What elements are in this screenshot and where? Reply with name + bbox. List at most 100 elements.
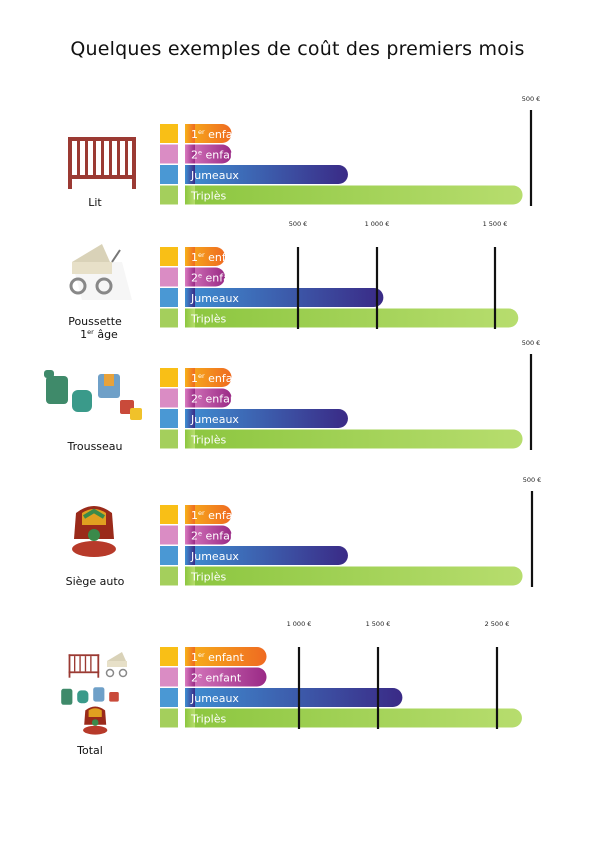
bar-second (185, 144, 232, 164)
bar-end-second (185, 525, 195, 545)
series-swatch-first (160, 124, 178, 143)
bar-twins (185, 409, 348, 428)
category-label-poussette-age: 1er âge (80, 328, 118, 341)
bar-end-triplets (185, 708, 195, 728)
bar-triplets (185, 429, 523, 449)
crib-icon (68, 137, 136, 189)
series-swatch-triplets (160, 308, 178, 328)
bar-label-twins: Jumeaux (190, 292, 239, 305)
series-swatch-twins (160, 165, 178, 184)
chart-siege: 1er enfant 2e enfant Jumeaux Triplès 500 € (160, 476, 541, 587)
bar-label-second: 2e enfant (191, 393, 242, 406)
reference-line-label: 500 € (523, 476, 542, 484)
series-swatch-first (160, 368, 178, 387)
bar-end-twins (185, 546, 195, 565)
reference-line-label: 1 500 € (483, 220, 508, 228)
stroller-icon (69, 244, 132, 300)
bar-end-twins (185, 288, 195, 307)
bar-label-first: 1er enfant (191, 509, 244, 522)
bar-label-triplets: Triplès (190, 313, 226, 326)
bar-triplets (185, 708, 522, 728)
bar-second (185, 525, 232, 545)
series-swatch-second (160, 525, 178, 545)
bar-end-second (185, 388, 195, 408)
bar-end-twins (185, 409, 195, 428)
bar-first (185, 124, 232, 143)
reference-line-label: 1 000 € (365, 220, 390, 228)
series-swatch-second (160, 667, 178, 687)
reference-line-label: 1 500 € (366, 620, 391, 628)
bar-end-first (185, 505, 195, 524)
bar-label-second: 2e enfant (191, 149, 242, 162)
chart-lit: 1er enfant 2e enfant Jumeaux Triplès 500 € (160, 95, 540, 206)
bar-label-second: 2e enfant (191, 672, 242, 685)
bar-label-triplets: Triplès (190, 571, 226, 584)
all-items-icon (61, 652, 128, 735)
bar-end-first (185, 124, 195, 143)
bar-label-first: 1er enfant (191, 251, 244, 264)
category-label-total: Total (76, 744, 103, 757)
clothes-icon (44, 370, 142, 420)
reference-line-label: 500 € (289, 220, 308, 228)
bar-label-twins: Jumeaux (190, 413, 239, 426)
series-swatch-twins (160, 288, 178, 307)
bar-second (185, 667, 267, 687)
bar-twins (185, 165, 348, 184)
reference-line-label: 500 € (522, 339, 541, 347)
bar-end-first (185, 368, 195, 387)
bar-end-second (185, 667, 195, 687)
category-label-lit: Lit (88, 196, 102, 209)
series-swatch-triplets (160, 708, 178, 728)
series-swatch-twins (160, 409, 178, 428)
series-swatch-twins (160, 688, 178, 707)
reference-line-label: 2 500 € (485, 620, 510, 628)
bar-end-twins (185, 688, 195, 707)
bar-end-triplets (185, 308, 195, 328)
chart-trousseau: 1er enfant 2e enfant Jumeaux Triplès 500 € (160, 339, 540, 450)
series-swatch-triplets (160, 566, 178, 586)
reference-line-label: 500 € (522, 95, 541, 103)
bar-triplets (185, 566, 523, 586)
bar-label-first: 1er enfant (191, 372, 244, 385)
chart-total: 1er enfant 2e enfant Jumeaux Triplès 1 000 €… (160, 620, 522, 729)
bar-label-triplets: Triplès (190, 434, 226, 447)
reference-line-label: 1 000 € (287, 620, 312, 628)
bar-twins (185, 688, 403, 707)
bar-label-first: 1er enfant (191, 651, 244, 664)
category-label-siege: Siège auto (66, 575, 125, 588)
bar-label-first: 1er enfant (191, 128, 244, 141)
series-swatch-second (160, 388, 178, 408)
bar-label-triplets: Triplès (190, 713, 226, 726)
category-label-trousseau: Trousseau (66, 440, 122, 453)
series-swatch-triplets (160, 185, 178, 205)
series-swatch-second (160, 267, 178, 287)
bar-triplets (185, 308, 519, 328)
bar-end-first (185, 647, 195, 666)
series-swatch-triplets (160, 429, 178, 449)
bar-label-twins: Jumeaux (190, 550, 239, 563)
chart-poussette: 1er enfant 2e enfant Jumeaux Triplès 500 € 1 … (160, 220, 519, 329)
bar-label-twins: Jumeaux (190, 692, 239, 705)
bar-end-second (185, 267, 195, 287)
bar-end-triplets (185, 566, 195, 586)
bar-label-second: 2e enfant (191, 272, 242, 285)
category-label-poussette: Poussette (68, 315, 122, 328)
car-seat-icon (72, 506, 116, 557)
bar-label-triplets: Triplès (190, 190, 226, 203)
bar-end-first (185, 247, 195, 266)
bar-label-twins: Jumeaux (190, 169, 239, 182)
series-swatch-first (160, 647, 178, 666)
bar-end-triplets (185, 185, 195, 205)
series-swatch-first (160, 505, 178, 524)
bar-first (185, 505, 232, 524)
series-swatch-first (160, 247, 178, 266)
bar-triplets (185, 185, 523, 205)
bar-label-second: 2e enfant (191, 530, 242, 543)
series-swatch-second (160, 144, 178, 164)
bar-first (185, 368, 232, 387)
bar-twins (185, 288, 384, 307)
bar-second (185, 388, 232, 408)
series-swatch-twins (160, 546, 178, 565)
page-title: Quelques exemples de coût des premiers m… (70, 38, 525, 60)
